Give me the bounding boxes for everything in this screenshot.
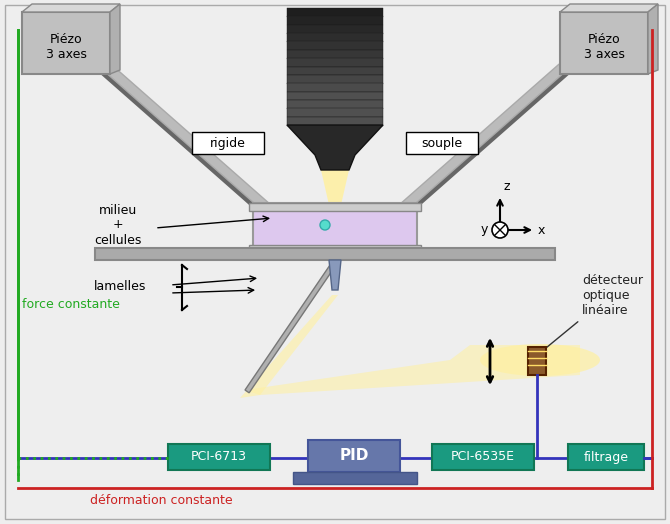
Circle shape — [320, 220, 330, 230]
Bar — [287, 25, 383, 34]
Bar — [287, 58, 383, 67]
Bar — [287, 16, 383, 25]
Bar — [287, 41, 383, 50]
Bar — [287, 33, 383, 42]
Text: x: x — [538, 224, 545, 236]
Text: milieu
+
cellules: milieu + cellules — [94, 203, 141, 246]
Polygon shape — [245, 265, 334, 393]
Text: détecteur
optique
linéaire: détecteur optique linéaire — [582, 274, 643, 317]
Polygon shape — [321, 170, 349, 218]
Text: filtrage: filtrage — [584, 451, 628, 464]
Bar — [287, 67, 383, 75]
Text: force constante: force constante — [22, 299, 120, 311]
Ellipse shape — [480, 344, 600, 376]
Polygon shape — [110, 4, 120, 74]
Text: lamelles: lamelles — [94, 280, 146, 293]
Bar — [22, 12, 110, 74]
Polygon shape — [287, 125, 383, 170]
Bar — [287, 75, 383, 84]
Text: y: y — [480, 224, 488, 236]
Text: PCI-6713: PCI-6713 — [191, 451, 247, 464]
Bar — [287, 92, 383, 101]
Text: PID: PID — [339, 449, 368, 464]
Bar — [287, 117, 383, 126]
Text: rigide: rigide — [210, 136, 246, 149]
Text: Piézo
3 axes: Piézo 3 axes — [46, 33, 86, 61]
Bar — [568, 444, 644, 470]
Bar — [308, 440, 400, 472]
Text: Piézo
3 axes: Piézo 3 axes — [584, 33, 624, 61]
Polygon shape — [240, 295, 338, 398]
Bar — [528, 347, 546, 375]
Bar — [293, 472, 417, 484]
Polygon shape — [22, 4, 120, 12]
Bar — [287, 50, 383, 59]
Bar — [249, 245, 421, 253]
Text: z: z — [504, 180, 511, 193]
Bar — [560, 12, 648, 74]
Bar — [287, 108, 383, 117]
Bar — [287, 8, 383, 17]
Text: PCI-6535E: PCI-6535E — [451, 451, 515, 464]
Text: souple: souple — [421, 136, 462, 149]
Polygon shape — [648, 4, 658, 74]
Polygon shape — [329, 260, 341, 290]
Bar — [192, 132, 264, 154]
Bar — [253, 203, 417, 251]
Bar — [287, 100, 383, 109]
Text: déformation constante: déformation constante — [90, 494, 232, 507]
Polygon shape — [560, 4, 658, 12]
Circle shape — [492, 222, 508, 238]
Bar — [287, 83, 383, 92]
Bar — [168, 444, 270, 470]
Bar — [406, 132, 478, 154]
Bar — [95, 248, 555, 260]
Bar — [249, 203, 421, 211]
Bar — [432, 444, 534, 470]
Polygon shape — [245, 345, 580, 395]
